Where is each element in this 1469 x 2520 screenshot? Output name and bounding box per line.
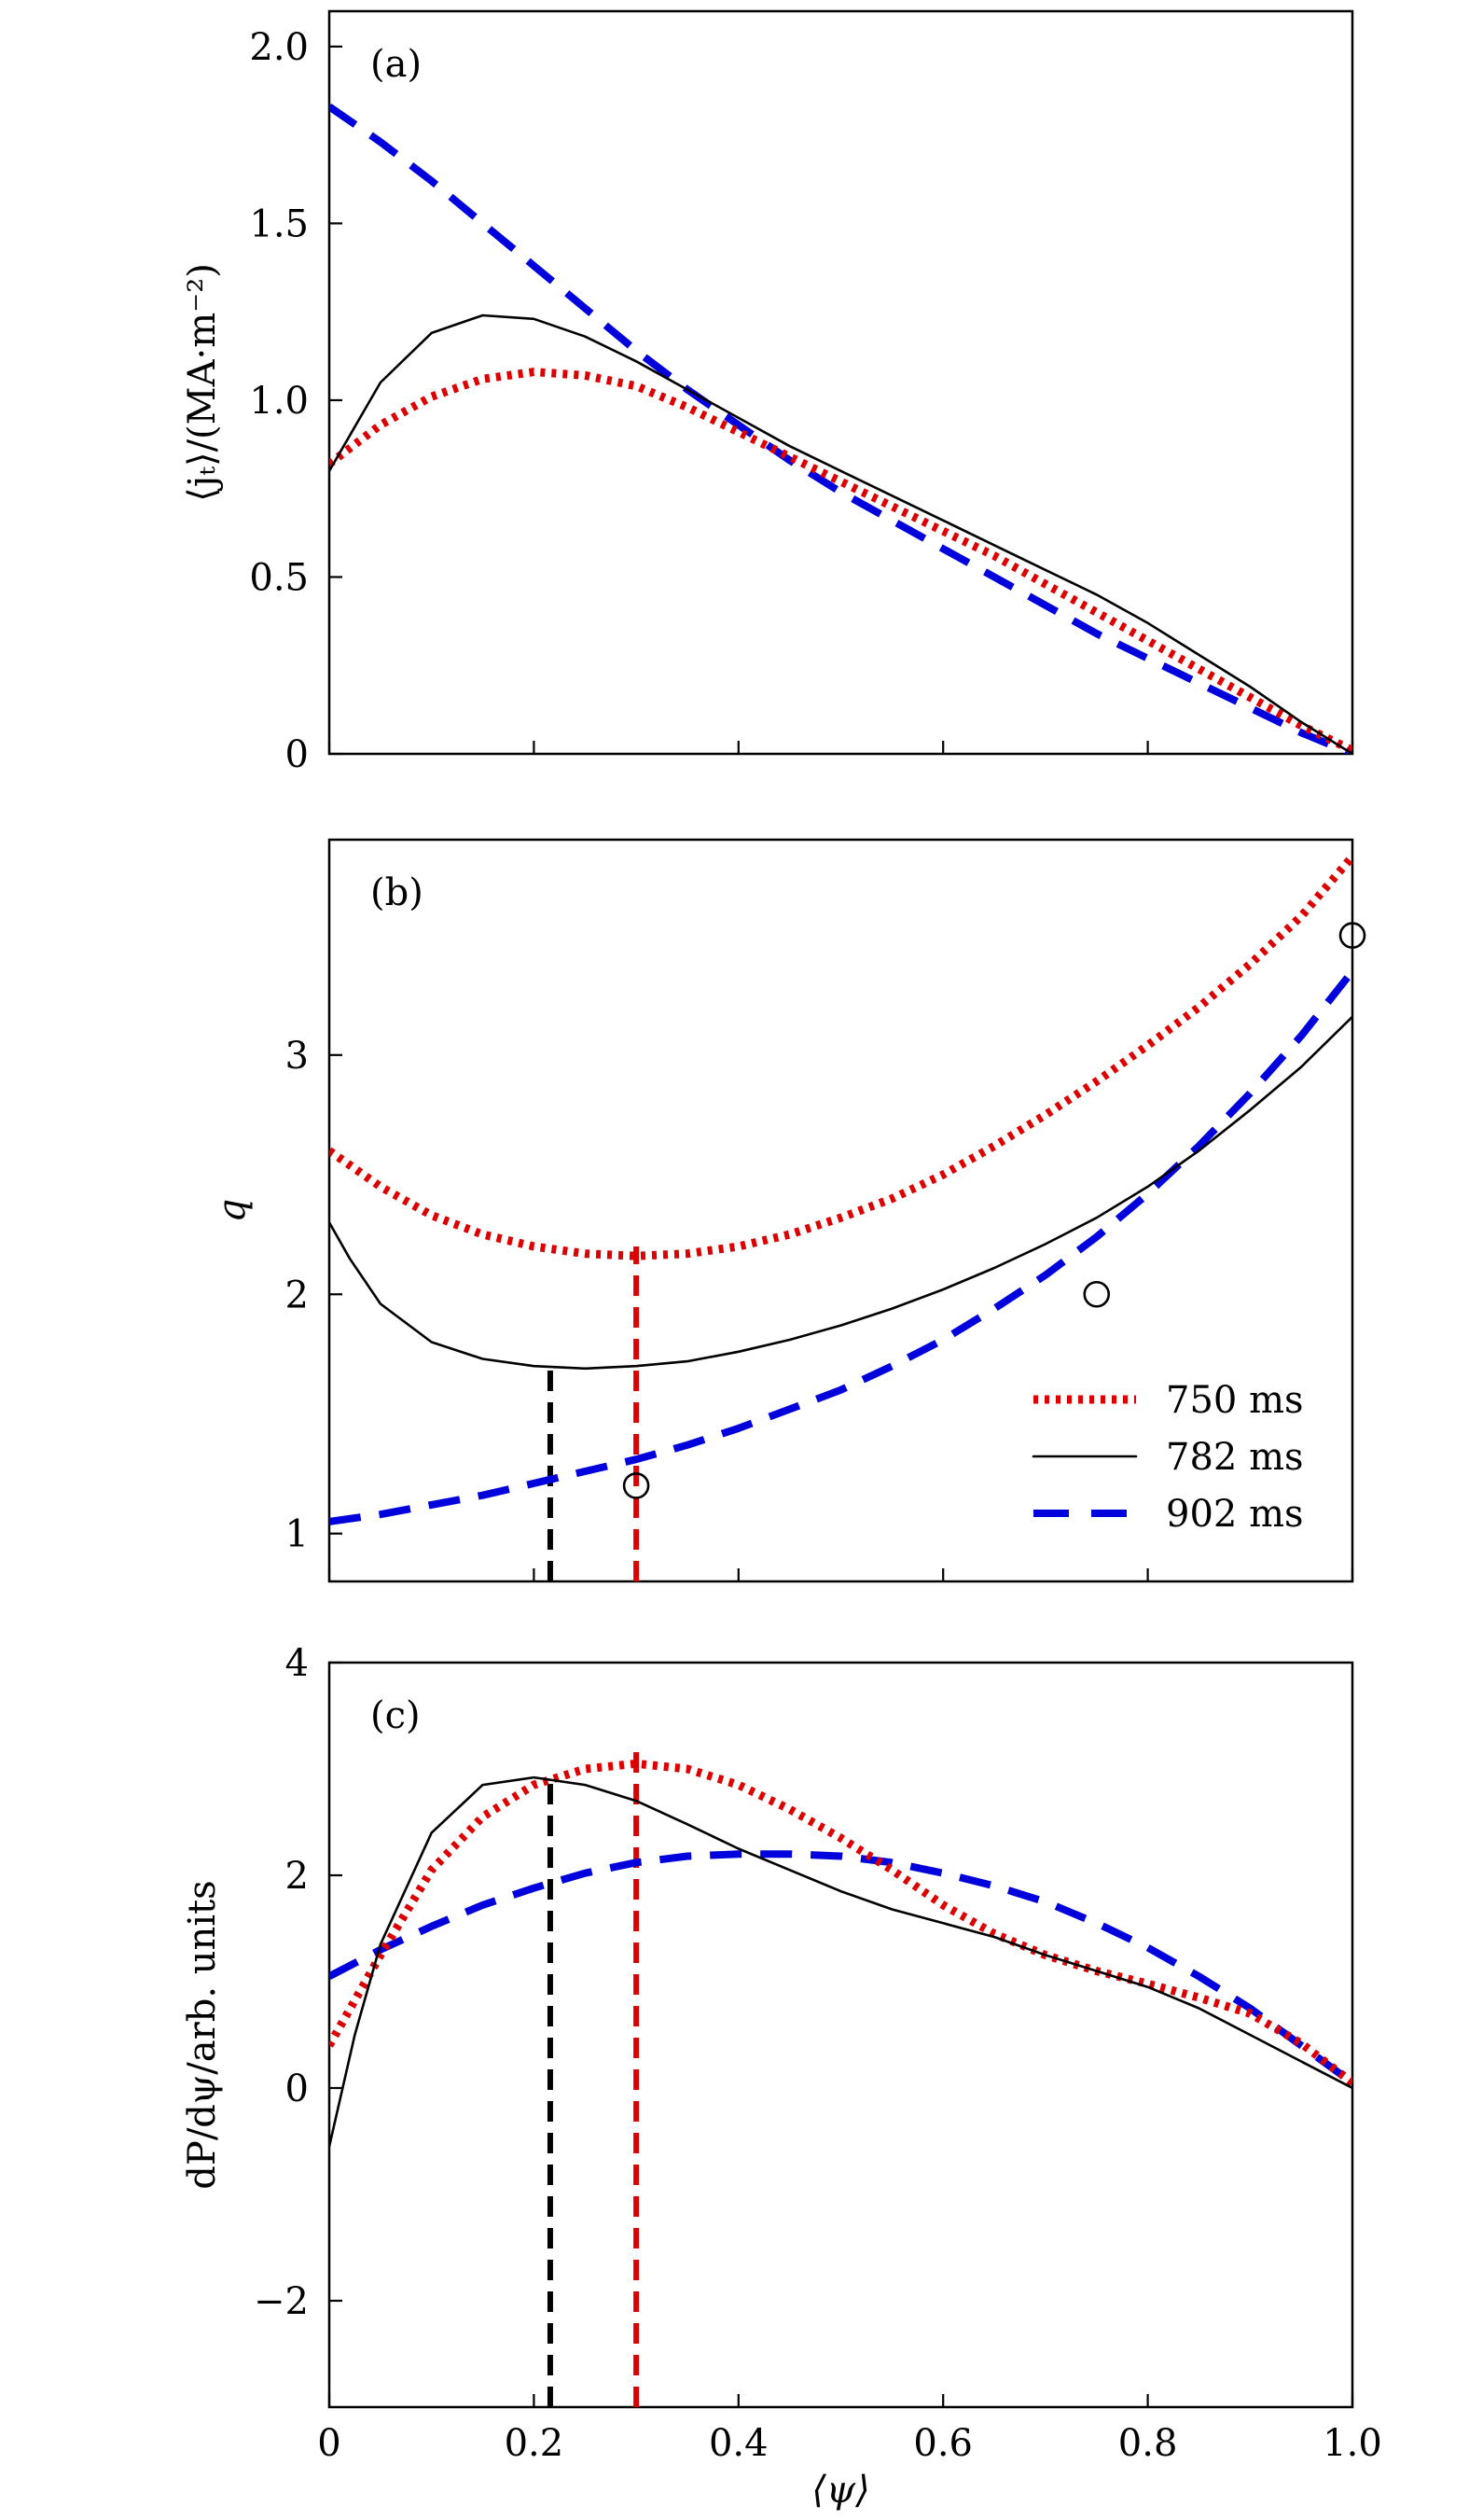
plot-frame	[327, 1661, 1354, 2409]
y-tick-label: 1	[285, 1513, 309, 1556]
legend-label: 782 ms	[1166, 1436, 1304, 1479]
y-tick-label: 0	[285, 733, 309, 776]
panel-b: 1 2 3 (b) q 750 ms 782 ms 902 ms	[211, 838, 1366, 1583]
series-line-782-ms	[329, 1775, 1352, 2148]
y-axis-label: dP/dψ/arb. units	[181, 1880, 224, 2189]
plot-frame	[327, 838, 1354, 1583]
open-circle-marker	[1338, 922, 1366, 949]
legend-label: 750 ms	[1166, 1379, 1304, 1422]
panel-a: 0 0.5 1.0 1.5 2.0 (a) ⟨jₜ⟩/(MA·m⁻²)	[181, 9, 1354, 776]
panel-label: (a)	[370, 43, 422, 86]
y-tick-label: 2	[285, 1274, 309, 1316]
y-tick-label: 1.5	[249, 202, 309, 245]
panel-c: 0 0.2 0.4 0.6 0.8 1.0 −2 0 2 4 (c) dP/dψ/arb. units	[181, 1642, 1382, 2465]
x-tick-label: 0	[317, 2422, 340, 2465]
series-line-902-ms	[329, 1850, 1352, 2086]
panel-label: (c)	[370, 1694, 421, 1737]
panel-label: (b)	[370, 871, 423, 914]
x-axis-label: ⟨ψ⟩	[811, 2469, 870, 2512]
data-layer	[329, 1747, 1352, 2407]
x-tick-label: 0.6	[913, 2422, 973, 2465]
y-tick-label: 2	[285, 1855, 309, 1898]
chart-panels: 0 0.5 1.0 1.5 2.0 (a) ⟨jₜ⟩/(MA·m⁻²) 1 2 3 (b) q 750 …	[181, 9, 1382, 2465]
y-tick-label: 4	[285, 1642, 309, 1685]
series-line-750-ms	[329, 854, 1352, 1260]
open-circle-marker	[1083, 1280, 1111, 1308]
plot-frame	[327, 9, 1354, 756]
y-tick-label: −2	[254, 2280, 309, 2323]
series-line-782-ms	[329, 1015, 1352, 1371]
data-layer	[329, 854, 1352, 1581]
y-tick-label: 0.5	[249, 556, 309, 599]
y-axis-label: ⟨jₜ⟩/(MA·m⁻²)	[181, 263, 224, 502]
legend-label: 902 ms	[1166, 1493, 1304, 1536]
open-circle-marker	[622, 1472, 650, 1499]
y-tick-label: 3	[285, 1035, 309, 1078]
y-tick-label: 0	[285, 2068, 309, 2110]
y-axis-label: q	[211, 1199, 254, 1223]
data-layer	[329, 104, 1352, 754]
legend: 750 ms 782 ms 902 ms	[1032, 1379, 1304, 1536]
series-line-902-ms	[329, 104, 1352, 754]
y-tick-label: 1.0	[249, 380, 309, 423]
x-tick-label: 0.8	[1118, 2422, 1178, 2465]
series-line-750-ms	[329, 1759, 1352, 2086]
series-line-782-ms	[329, 313, 1352, 754]
x-tick-label: 0.2	[505, 2422, 564, 2465]
y-tick-label: 2.0	[249, 26, 309, 69]
series-line-902-ms	[329, 968, 1352, 1525]
x-tick-label: 1.0	[1323, 2422, 1382, 2465]
series-line-750-ms	[329, 368, 1352, 754]
x-tick-label: 0.4	[709, 2422, 769, 2465]
